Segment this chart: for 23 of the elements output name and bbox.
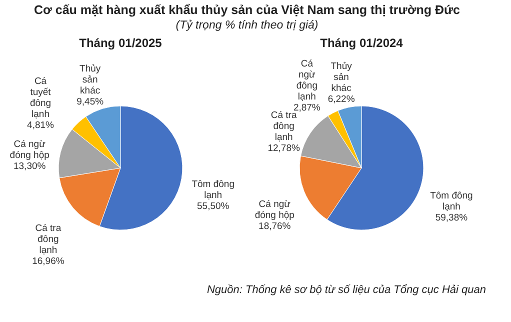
chart-title: Tháng 01/2025	[79, 36, 162, 50]
data-label: 6,22%	[328, 94, 356, 105]
slice-label: Cá ngừ đông lạnh	[296, 58, 318, 102]
slice-label: Cá ngừ đóng hộp	[254, 198, 294, 221]
slice-label: Tôm đông lạnh	[192, 179, 234, 202]
slice-label: Tôm đông lạnh	[430, 190, 473, 212]
text: Nguồn: Thống kê sơ bộ từ số liệu của Tổng cục Hải quan	[206, 284, 486, 296]
slice-label: Cá tuyết đông lạnh	[30, 76, 52, 120]
slice-label: Thủy sản khác	[330, 60, 352, 94]
data-label: 55,50%	[196, 201, 230, 212]
data-label: 4,81%	[27, 120, 55, 132]
chart-title: Tháng 01/2024	[320, 36, 404, 50]
data-label: 12,78%	[268, 143, 300, 154]
slice-label: Cá ngừ đóng hộp	[10, 139, 50, 162]
data-label: 13,30%	[13, 161, 46, 172]
text: Cơ cấu mặt hàng xuất khẩu thủy sản của Việt Nam sang thị trường Đức	[34, 3, 460, 17]
slice-label: Thủy sản khác	[80, 64, 101, 97]
data-label: 16,96%	[32, 256, 65, 268]
data-label: 59,38%	[435, 212, 468, 224]
data-label: 18,76%	[258, 220, 292, 232]
slice-label: Cá tra đông lạnh	[35, 223, 62, 256]
text: (Tỷ trọng % tính theo trị giá)	[176, 20, 318, 32]
data-label: 9,45%	[76, 96, 104, 108]
